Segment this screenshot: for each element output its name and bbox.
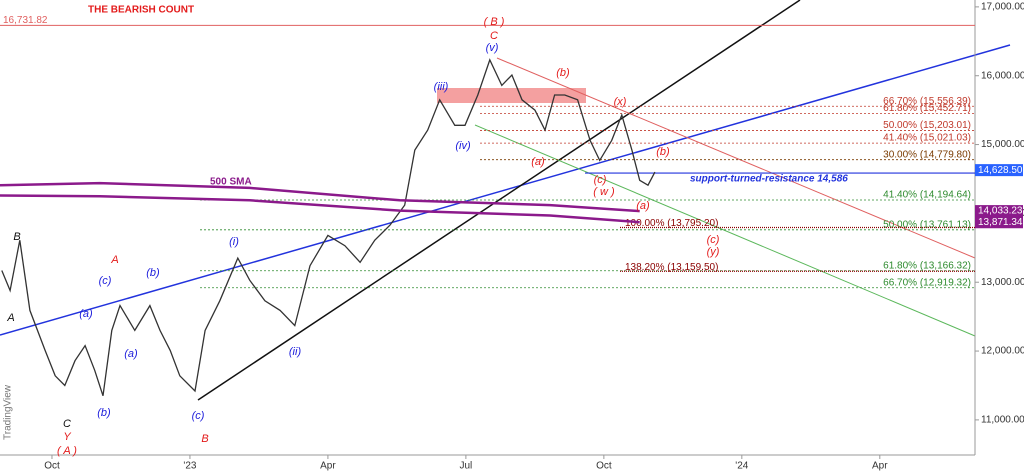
x-tick-label: Apr <box>872 461 888 472</box>
wave-label: B <box>13 231 20 243</box>
y-tick-label: 12,000.00 <box>981 346 1024 357</box>
x-tick-label: Apr <box>320 461 336 472</box>
sma-line <box>0 181 640 213</box>
wave-label: (b) <box>146 267 160 279</box>
resistance-zone <box>437 88 586 103</box>
x-tick-label: Oct <box>596 461 612 472</box>
fib-label: 61.80% (13,166.32) <box>883 260 971 271</box>
wave-label: (i) <box>229 236 239 248</box>
price-tag <box>975 216 1023 229</box>
chart-title: THE BEARISH COUNT <box>88 5 194 16</box>
wave-label: Y <box>63 431 71 443</box>
fib-label: 66.70% (12,919.32) <box>883 277 971 288</box>
wave-label: (a) <box>636 200 650 212</box>
wave-label: (ii) <box>289 346 302 358</box>
price-tag <box>975 205 1023 218</box>
blue-trendline <box>0 44 1011 336</box>
wave-label: (b) <box>556 67 570 79</box>
wave-label: (a) <box>124 348 138 360</box>
y-tick-label: 17,000.00 <box>981 2 1024 13</box>
wave-label: ( A ) <box>57 445 77 457</box>
fib-label: 138.20% (13,159.50) <box>625 262 718 273</box>
wave-label: (iii) <box>434 81 449 93</box>
wave-label: A <box>110 254 118 266</box>
price-tag-label: 13,871.34 <box>978 217 1023 228</box>
x-tick-label: '23 <box>183 461 196 472</box>
y-tick-label: 15,000.00 <box>981 139 1024 150</box>
wave-label: (b) <box>97 407 111 419</box>
x-tick-label: Jul <box>459 461 472 472</box>
wave-label: ( B ) <box>484 16 505 28</box>
sma-line <box>0 194 640 224</box>
price-tag-label: 14,033.23 <box>978 206 1023 217</box>
y-tick-label: 16,000.00 <box>981 70 1024 81</box>
wave-label: (c) <box>99 275 112 287</box>
fib-label: 50.00% (13,761.13) <box>883 219 971 230</box>
fib-label: 100.00% (13,795.20) <box>625 218 718 229</box>
x-tick-label: '24 <box>735 461 748 472</box>
fib-label: 30.00% (14,779.80) <box>883 149 971 160</box>
wave-label: (a) <box>531 156 545 168</box>
support-label: support-turned-resistance 14,586 <box>690 174 848 185</box>
wave-label: (y) <box>707 246 720 258</box>
black-trendline <box>197 0 801 401</box>
watermark: TradingView <box>3 384 14 440</box>
wave-label: A <box>6 312 14 324</box>
wave-label: (iv) <box>455 140 471 152</box>
y-tick-label: 13,000.00 <box>981 277 1024 288</box>
wave-label: B <box>201 433 208 445</box>
wave-label: (b) <box>656 146 670 158</box>
y-tick-label: 11,000.00 <box>981 415 1024 426</box>
price-tag <box>975 164 1023 177</box>
wave-label: ( w ) <box>593 186 615 198</box>
sma-label: 500 SMA <box>210 177 252 188</box>
fib-label: 61.80% (15,452.71) <box>883 103 971 114</box>
wave-label: (x) <box>614 96 627 108</box>
price-tag-label: 14,628.50 <box>978 165 1023 176</box>
wave-label: C <box>63 418 71 430</box>
green-channel-line <box>474 124 976 337</box>
fib-label: 66.70% (15,556.39) <box>883 96 971 107</box>
fib-label: 50.00% (15,203.01) <box>883 120 971 131</box>
fib-label: 41.40% (15,021.03) <box>883 133 971 144</box>
wave-label: (c) <box>192 410 205 422</box>
price-line <box>1 58 656 397</box>
wave-label: (v) <box>486 42 499 54</box>
high-label: 16,731.82 <box>3 15 48 26</box>
wave-label: (c) <box>594 174 607 186</box>
x-tick-label: Oct <box>44 461 60 472</box>
red-channel-line <box>496 57 976 259</box>
fib-label: 41.40% (14,194.64) <box>883 190 971 201</box>
wave-label: (a) <box>79 308 93 320</box>
wave-label: C <box>490 30 498 42</box>
wave-label: (c) <box>707 234 720 246</box>
